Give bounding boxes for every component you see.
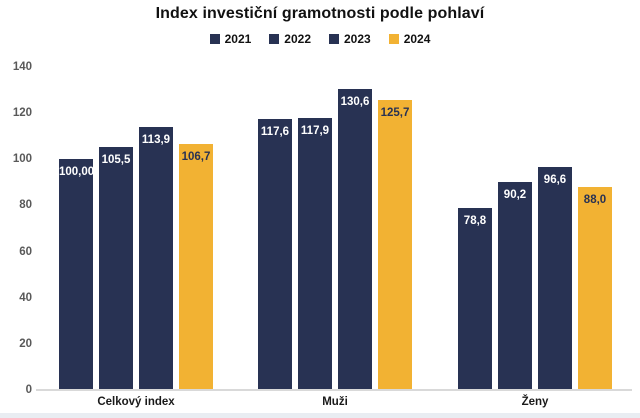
legend-item-2022: 2022	[269, 32, 311, 46]
bar-value-label: 96,6	[543, 174, 567, 187]
legend-label: 2022	[284, 32, 311, 46]
legend-item-2021: 2021	[209, 32, 252, 46]
bar-value-label: 125,7	[380, 106, 410, 119]
bar-value-label: 106,7	[181, 150, 211, 163]
legend-item-2024: 2024	[388, 32, 431, 46]
legend-item-2023: 2023	[329, 32, 371, 46]
bar-value-label: 113,9	[141, 134, 171, 147]
bar-value-label: 90,2	[503, 188, 527, 201]
legend-swatch-icon	[209, 34, 220, 44]
bar-2024-Ženy: 88,0	[578, 186, 612, 390]
legend-swatch-icon	[329, 34, 339, 44]
y-axis-tick-label: 20	[19, 337, 32, 350]
bar-2021-Ženy: 78,8	[458, 208, 492, 390]
bar-2022-Ženy: 90,2	[498, 181, 532, 390]
bottom-edge-strip	[0, 413, 640, 418]
x-axis-category-label: Muži	[322, 396, 348, 408]
bar-value-label: 117,9	[300, 124, 330, 137]
y-axis-tick-label: 0	[25, 384, 32, 396]
bar-value-label: 130,6	[340, 95, 370, 108]
bar-2021-Muži: 117,6	[258, 118, 292, 390]
x-axis-line	[36, 389, 632, 391]
y-axis-tick-label: 100	[12, 153, 32, 166]
y-axis-tick-label: 80	[19, 199, 32, 212]
bar-value-label: 100,00	[59, 166, 95, 179]
bar-value-label: 88,0	[583, 193, 607, 206]
x-axis-category-label: Ženy	[521, 396, 549, 408]
bar-2023-Muži: 130,6	[338, 88, 372, 390]
y-axis-tick-label: 60	[19, 245, 32, 258]
legend-swatch-icon	[269, 34, 280, 44]
legend-label: 2021	[224, 32, 252, 46]
y-axis-tick-label: 120	[12, 107, 32, 120]
bar-value-label: 105,5	[101, 153, 131, 166]
bar-2023-Ženy: 96,6	[538, 167, 572, 390]
legend-label: 2024	[403, 32, 431, 46]
bar-value-label: 78,8	[463, 215, 487, 228]
y-axis-tick-label: 140	[12, 61, 32, 73]
x-axis-category-label: Celkový index	[97, 396, 175, 408]
bar-2023-Celkový index: 113,9	[139, 127, 173, 390]
bar-2024-Celkový index: 106,7	[179, 143, 213, 390]
chart-legend: 2021 2022 2023 2024	[0, 32, 640, 46]
bar-2022-Muži: 117,9	[298, 117, 332, 390]
legend-label: 2023	[344, 32, 371, 46]
bar-2021-Celkový index: 100,00	[59, 159, 95, 390]
chart-title: Index investiční gramotnosti podle pohla…	[155, 5, 485, 22]
bar-value-label: 117,6	[260, 125, 290, 138]
bar-2024-Muži: 125,7	[378, 99, 412, 390]
legend-swatch-icon	[388, 34, 399, 44]
bar-2022-Celkový index: 105,5	[99, 146, 133, 390]
y-axis-tick-label: 40	[19, 291, 32, 304]
